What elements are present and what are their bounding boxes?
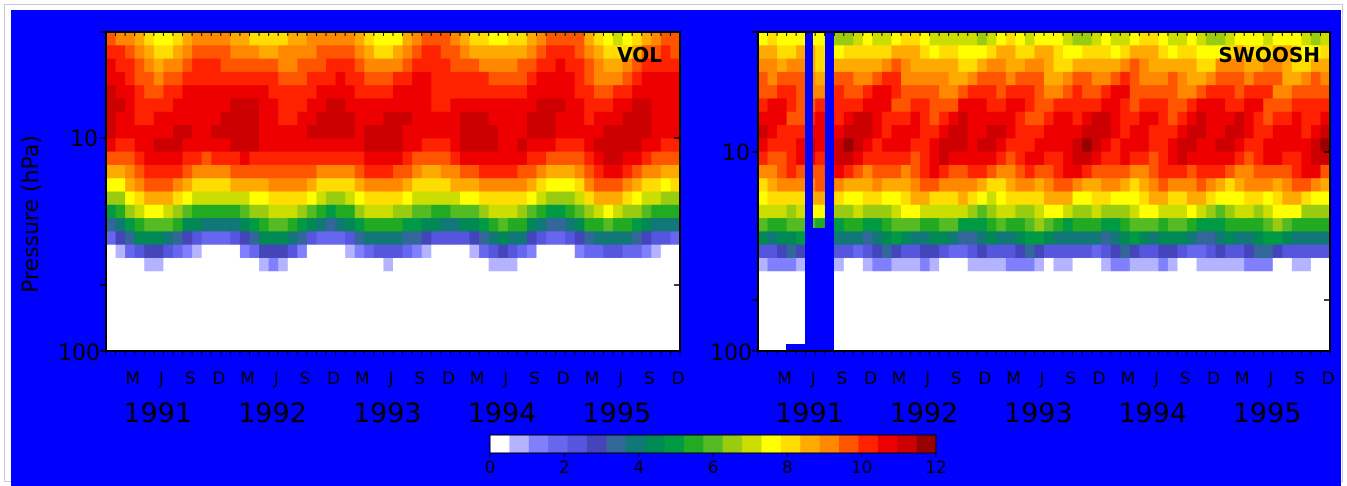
- month-label: S: [1065, 369, 1076, 389]
- month-label: D: [327, 369, 340, 389]
- month-label: M: [355, 369, 370, 389]
- month-label: J: [1153, 369, 1159, 389]
- month-label: M: [240, 369, 255, 389]
- month-label: S: [836, 369, 847, 389]
- month-label: D: [1321, 369, 1334, 389]
- month-label: S: [300, 369, 311, 389]
- month-label: J: [387, 369, 393, 389]
- month-label: D: [442, 369, 455, 389]
- month-label: S: [1180, 369, 1191, 389]
- year-label: 1995: [1233, 398, 1302, 429]
- heatmap-panel-vol: [106, 32, 681, 352]
- year-label: 1994: [468, 398, 537, 429]
- colorbar-tick-label: 10: [851, 458, 873, 478]
- month-label: S: [644, 369, 655, 389]
- month-label: D: [671, 369, 684, 389]
- colorbar-tick-label: 0: [485, 458, 496, 478]
- month-label: J: [158, 369, 164, 389]
- month-label: D: [557, 369, 570, 389]
- month-label: M: [470, 369, 485, 389]
- year-label: 1994: [1118, 398, 1187, 429]
- colorbar: [490, 435, 937, 453]
- year-label: 1991: [123, 398, 192, 429]
- month-label: S: [185, 369, 196, 389]
- month-label: M: [125, 369, 140, 389]
- year-label: 1995: [583, 398, 652, 429]
- month-label: D: [864, 369, 877, 389]
- colorbar-tick-label: 2: [559, 458, 570, 478]
- month-label: S: [529, 369, 540, 389]
- panel-label-vol: VOL: [617, 43, 662, 67]
- month-label: D: [1093, 369, 1106, 389]
- month-label: M: [1235, 369, 1250, 389]
- month-label: J: [810, 369, 816, 389]
- month-label: D: [212, 369, 225, 389]
- y-tick-label: 100: [710, 341, 752, 366]
- month-label: M: [1120, 369, 1135, 389]
- year-label: 1992: [238, 398, 307, 429]
- month-label: J: [924, 369, 930, 389]
- month-label: S: [1294, 369, 1305, 389]
- month-label: M: [892, 369, 907, 389]
- colorbar-tick-label: 12: [925, 458, 947, 478]
- panel-label-swoosh: SWOOSH: [1218, 43, 1320, 67]
- colorbar-tick-label: 4: [633, 458, 644, 478]
- month-label: J: [1038, 369, 1044, 389]
- heatmap-panel-swoosh: [758, 32, 1331, 352]
- y-tick-label: 10: [70, 127, 98, 152]
- month-label: S: [414, 369, 425, 389]
- month-label: M: [585, 369, 600, 389]
- month-label: J: [1267, 369, 1273, 389]
- month-label: J: [617, 369, 623, 389]
- y-axis-title: Pressure (hPa): [19, 135, 44, 293]
- month-label: M: [777, 369, 792, 389]
- year-label: 1991: [775, 398, 844, 429]
- month-label: S: [951, 369, 962, 389]
- month-label: J: [273, 369, 279, 389]
- y-tick-label: 100: [58, 341, 100, 366]
- month-label: M: [1006, 369, 1021, 389]
- month-label: D: [978, 369, 991, 389]
- year-label: 1992: [890, 398, 959, 429]
- colorbar-tick-label: 6: [708, 458, 719, 478]
- year-label: 1993: [353, 398, 422, 429]
- y-tick-label: 10: [722, 141, 750, 166]
- month-label: D: [1207, 369, 1220, 389]
- colorbar-tick-label: 8: [782, 458, 793, 478]
- month-label: J: [502, 369, 508, 389]
- year-label: 1993: [1004, 398, 1073, 429]
